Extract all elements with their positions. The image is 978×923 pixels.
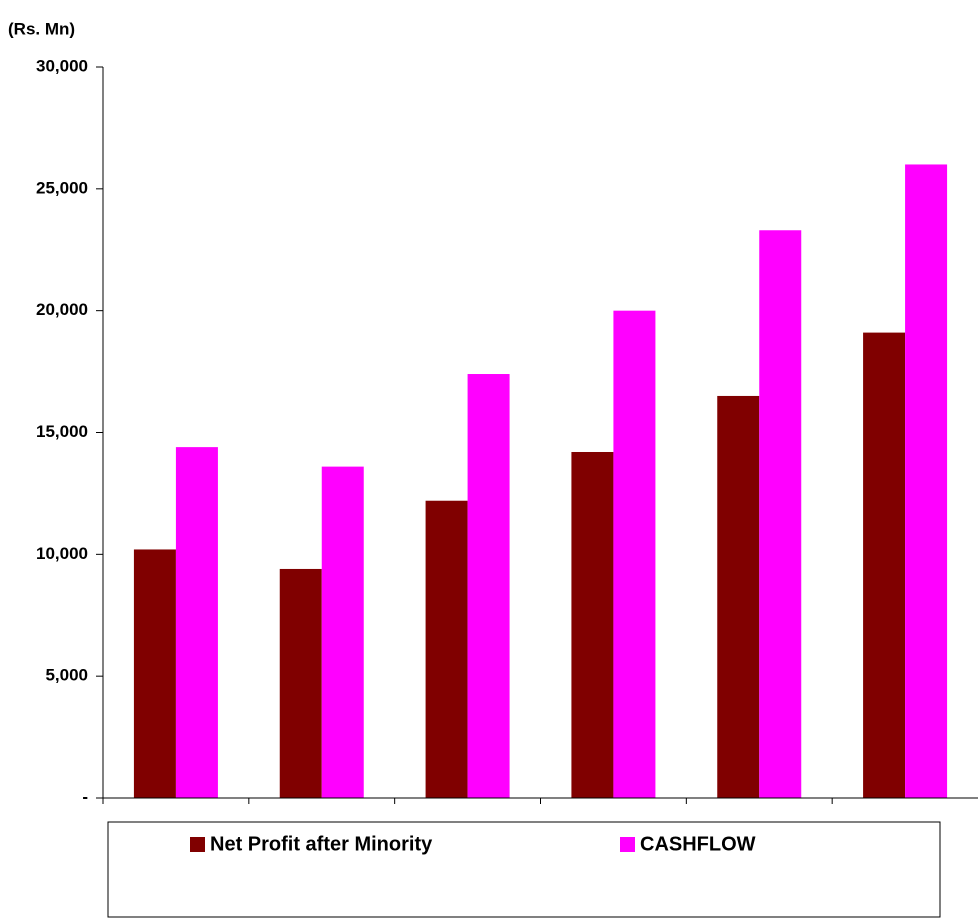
y-tick-label: 20,000 xyxy=(36,300,88,319)
bar xyxy=(467,374,510,798)
y-tick-label: - xyxy=(82,787,88,806)
bar xyxy=(425,500,468,798)
bar xyxy=(863,332,906,798)
legend-swatch xyxy=(190,837,205,852)
y-tick-label: 30,000 xyxy=(36,56,88,75)
bar xyxy=(905,164,948,798)
bar xyxy=(613,310,656,798)
y-tick-label: 10,000 xyxy=(36,544,88,563)
bar xyxy=(717,395,760,798)
y-tick-label: 15,000 xyxy=(36,422,88,441)
y-tick-label: 25,000 xyxy=(36,178,88,197)
y-axis-title: (Rs. Mn) xyxy=(8,19,75,38)
legend-label: CASHFLOW xyxy=(640,833,756,855)
bar xyxy=(175,447,218,798)
y-tick-label: 5,000 xyxy=(45,666,88,685)
legend-swatch xyxy=(620,837,635,852)
legend-label: Net Profit after Minority xyxy=(210,833,433,855)
bar xyxy=(133,549,176,798)
legend-box xyxy=(107,821,941,918)
bar xyxy=(759,230,802,799)
bar xyxy=(279,568,322,798)
bar xyxy=(321,466,364,798)
bar xyxy=(571,451,614,798)
